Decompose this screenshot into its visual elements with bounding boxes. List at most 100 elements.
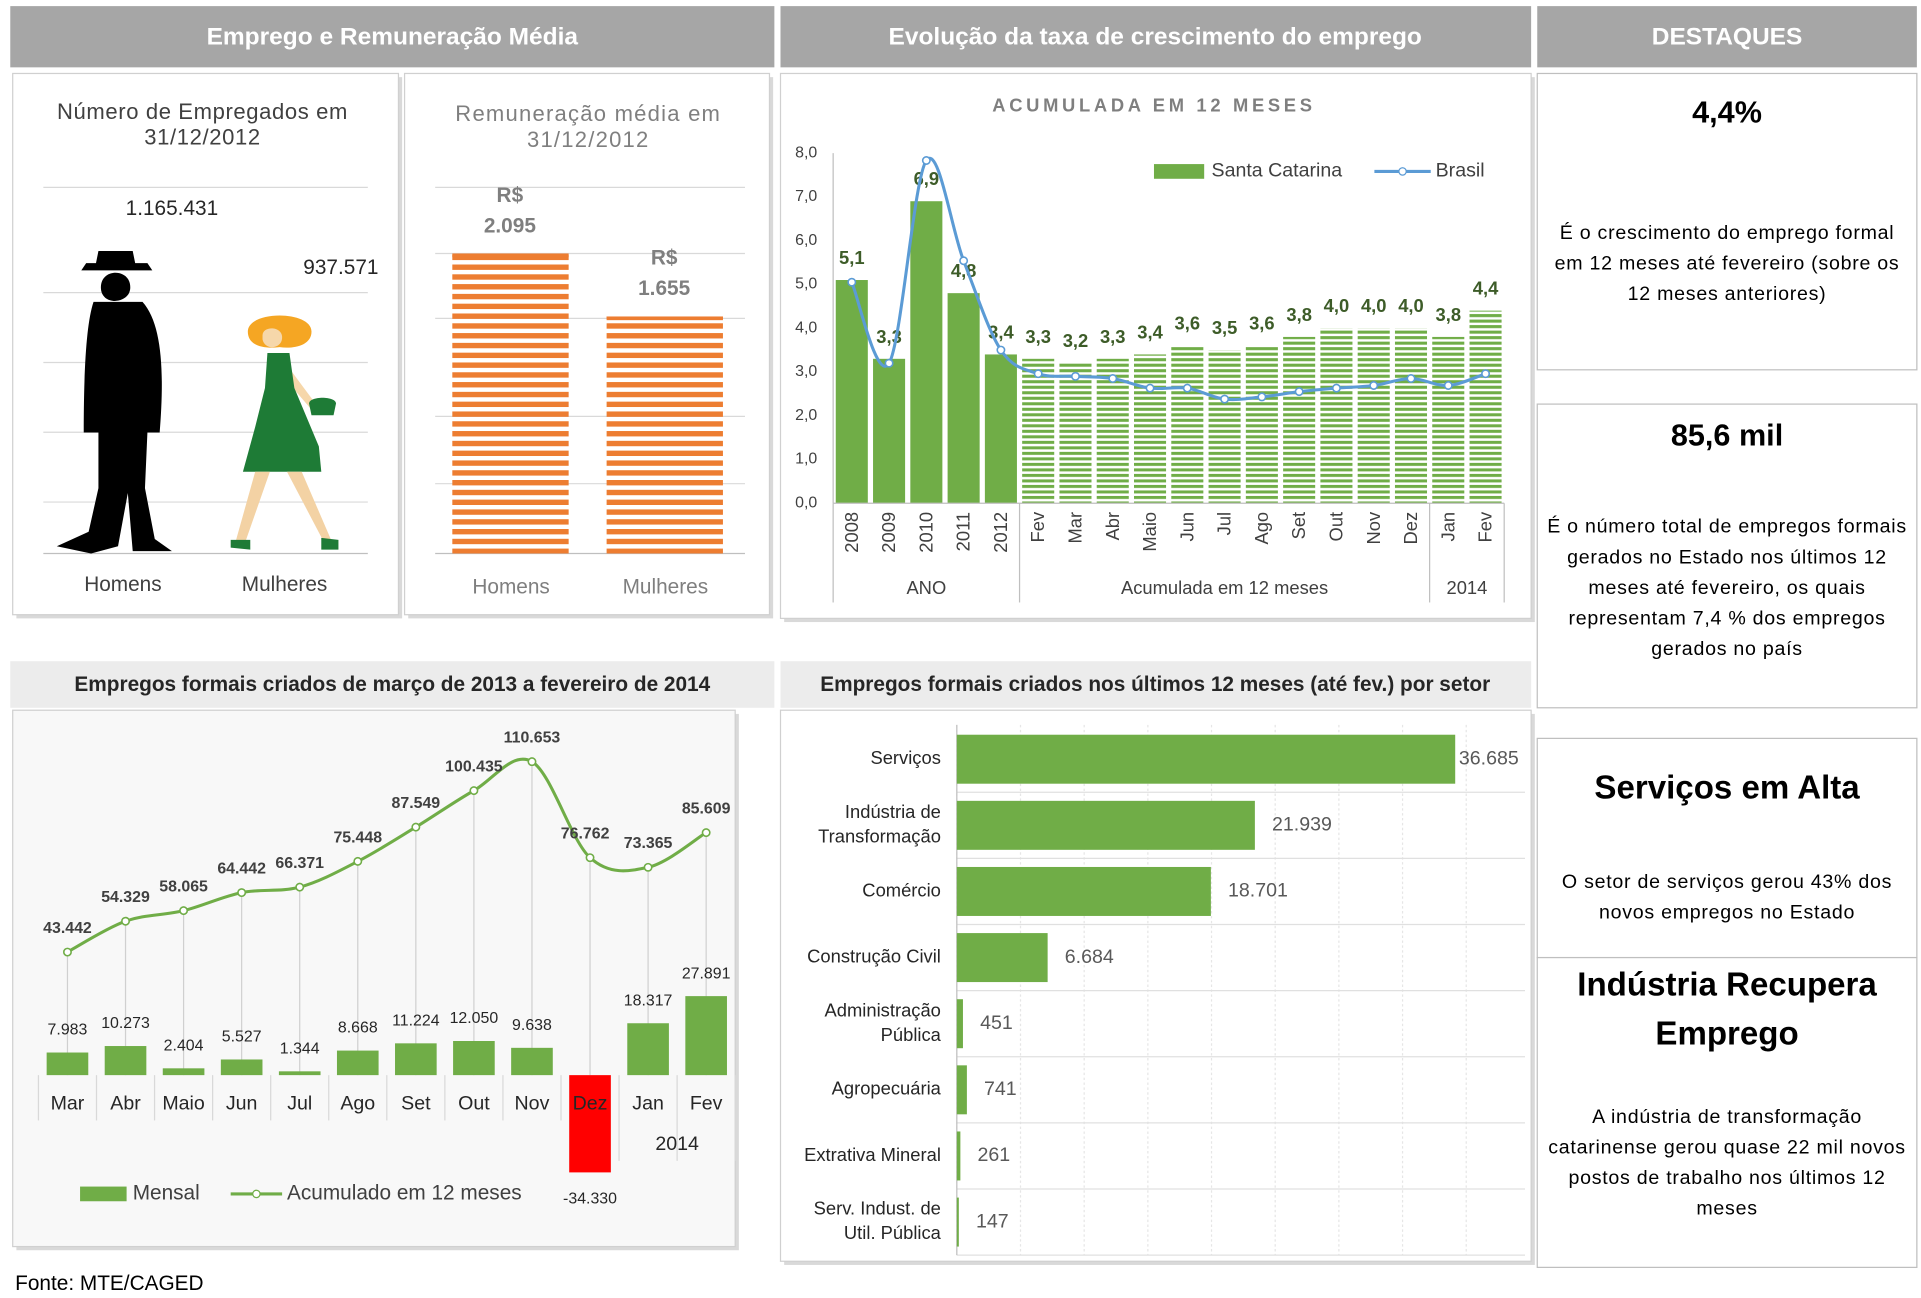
line-point <box>1108 374 1118 383</box>
line-point <box>1369 381 1379 390</box>
x-tick-label: Jan <box>632 1093 664 1115</box>
y-tick-label: Comércio <box>862 880 941 902</box>
figure-part <box>287 471 332 542</box>
chart-title: ACUMULADA EM 12 MESES <box>992 94 1315 115</box>
line-point <box>1033 369 1043 379</box>
figure-part <box>100 272 131 301</box>
y-tick-label-box: Serviços <box>870 748 940 769</box>
value-label: 10.273 <box>101 1015 150 1032</box>
x-tick-label: 2008 <box>841 512 862 553</box>
section-title: Evolução da taxa de crescimento do empre… <box>889 23 1422 50</box>
bar <box>569 1075 611 1173</box>
value-label: 5,1 <box>839 247 865 268</box>
line-point <box>179 906 189 916</box>
bar <box>984 354 1017 504</box>
value-label: 147 <box>976 1210 1009 1232</box>
y-tick-label: Serv. Indust. de Util. Pública <box>813 1198 941 1245</box>
y-tick-label-box: Construção Civil <box>807 946 941 968</box>
value-label: 27.891 <box>682 965 731 982</box>
header-bar <box>1537 6 1917 68</box>
header-bar <box>10 6 775 68</box>
x-tick-label: Dez <box>1400 512 1421 545</box>
bar <box>606 316 723 554</box>
x-tick-label: Jun <box>1176 512 1197 542</box>
value-label: 3,2 <box>1063 330 1089 351</box>
figure-part <box>309 397 336 416</box>
y-tick-label-box: Comércio <box>862 880 941 902</box>
x-tick-label: 2009 <box>878 512 899 553</box>
line-point <box>1443 381 1453 390</box>
legend-label: Mensal <box>133 1181 200 1204</box>
bar <box>873 358 906 504</box>
legend-swatch <box>1398 167 1407 176</box>
y-tick-label: Construção Civil <box>807 946 941 968</box>
bar <box>956 1065 967 1115</box>
x-tick-label: Abr <box>110 1093 141 1115</box>
line-point <box>527 757 537 767</box>
figure-part <box>242 352 322 472</box>
value-label: 12.050 <box>450 1010 499 1027</box>
subheader-bar <box>10 661 775 708</box>
value-label: 2.404 <box>164 1037 204 1054</box>
highlight-headline-box: 85,6 mil <box>1671 419 1783 453</box>
value-label: 9.638 <box>512 1017 552 1034</box>
chart-title: Empregos formais criados nos últimos 12 … <box>820 673 1490 696</box>
section-title: Emprego e Remuneração Média <box>207 23 579 50</box>
value-label: 64.442 <box>217 861 266 878</box>
y-tick-label-box: Indústria de Transformação <box>818 802 941 847</box>
value-label: 73.365 <box>624 835 673 852</box>
bar <box>511 1047 553 1076</box>
value-label: 110.653 <box>504 730 561 747</box>
bar <box>336 1050 379 1076</box>
value-label: 11.224 <box>392 1012 440 1029</box>
value-label: 3,5 <box>1212 317 1238 338</box>
subheader-bar <box>780 661 1532 708</box>
bar <box>956 866 1211 916</box>
line-point <box>921 156 931 165</box>
y-tick-label: Administração Pública <box>824 1000 941 1046</box>
value-label: 43.442 <box>43 920 92 937</box>
x-tick-label: Abr <box>1102 512 1123 541</box>
highlight-box <box>1536 72 1918 371</box>
value-label: 85.609 <box>682 801 731 818</box>
chart-title: Número de Empregados em 31/12/2012 <box>57 99 348 150</box>
chart-title: Remuneração média em 31/12/2012 <box>455 101 722 152</box>
figure <box>56 251 172 554</box>
legend-label: Santa Catarina <box>1212 160 1343 182</box>
bar <box>627 1023 669 1076</box>
chart-title-box: Número de Empregados em 31/12/2012 <box>57 99 348 150</box>
x-tick-label: Homens <box>472 575 549 598</box>
bar <box>685 996 727 1076</box>
value-label: 3,8 <box>1436 304 1462 325</box>
bar <box>220 1059 263 1076</box>
x-tick-label: Fev <box>1475 511 1496 542</box>
highlight-headline-box: 4,4% <box>1692 96 1762 130</box>
value-label: 18.701 <box>1228 880 1288 902</box>
bar <box>1208 350 1241 504</box>
value-label: R$ 1.655 <box>638 246 691 301</box>
highlight-text: É o crescimento do emprego formal em 12 … <box>1554 222 1900 305</box>
value-label: 3,3 <box>1100 326 1126 347</box>
highlight-box <box>1536 737 1918 959</box>
bar <box>956 999 963 1049</box>
highlight-headline: Serviços em Alta <box>1594 769 1860 806</box>
line-point <box>1331 383 1341 393</box>
x-tick-label: Jul <box>1214 512 1235 535</box>
highlight-text: É o número total de empregos formais ger… <box>1547 516 1907 660</box>
x-tick-label: 2010 <box>915 512 936 553</box>
bar <box>1059 363 1092 504</box>
line-point <box>1406 374 1416 383</box>
bar <box>453 1040 495 1076</box>
x-tick-label: Out <box>458 1093 490 1115</box>
y-tick-label: 1,0 <box>795 451 817 468</box>
value-label: 5.527 <box>222 1029 262 1046</box>
line-point <box>585 853 595 863</box>
value-label: 3,4 <box>1137 321 1163 342</box>
x-tick-label: Set <box>401 1093 431 1115</box>
line-point <box>237 888 247 898</box>
value-label: 21.939 <box>1272 814 1332 836</box>
x-tick-label: Jul <box>287 1093 312 1115</box>
value-label: 6.684 <box>1065 946 1114 968</box>
figure-part <box>81 251 153 271</box>
legend-swatch <box>80 1186 127 1202</box>
